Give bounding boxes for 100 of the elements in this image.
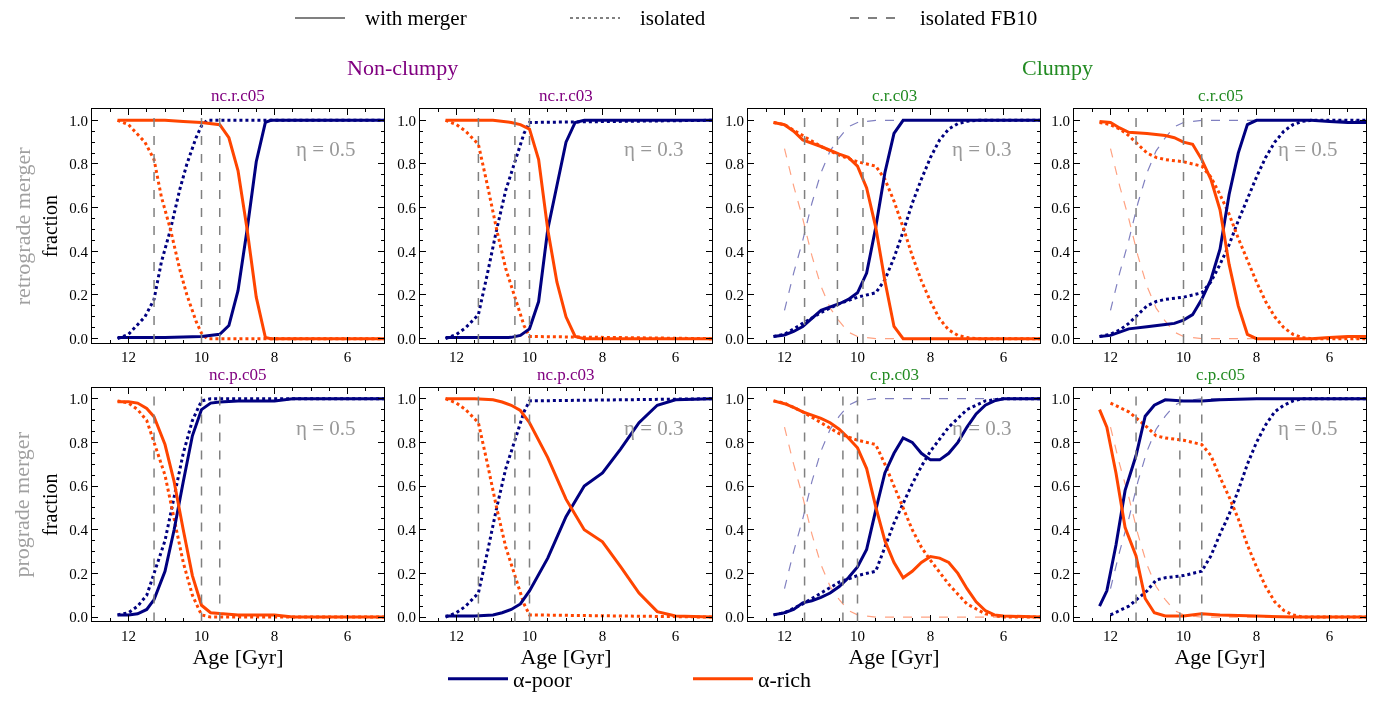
y-tick-label: 0.2 bbox=[1051, 565, 1070, 582]
annotation: η = 0.5 bbox=[296, 416, 356, 440]
y-tick-label: 0.4 bbox=[397, 243, 417, 260]
y-tick-label: 0.8 bbox=[69, 156, 88, 173]
x-axis-title: Age [Gyr] bbox=[520, 643, 612, 669]
y-tick-label: 0.4 bbox=[397, 521, 417, 538]
x-tick-label: 8 bbox=[270, 627, 279, 644]
y-tick-label: 0.8 bbox=[725, 434, 744, 451]
y-tick-label: 0.0 bbox=[69, 330, 88, 347]
y-axis-title: fraction bbox=[38, 195, 61, 258]
y-tick-label: 0.6 bbox=[1051, 199, 1071, 216]
x-tick-label: 10 bbox=[194, 349, 209, 366]
x-tick-label: 12 bbox=[1103, 349, 1118, 366]
annotation: η = 0.5 bbox=[296, 137, 356, 161]
x-tick-label: 12 bbox=[449, 349, 464, 366]
x-tick-label: 6 bbox=[1325, 349, 1334, 366]
y-tick-label: 1.0 bbox=[1051, 112, 1070, 129]
y-tick-label: 0.4 bbox=[69, 243, 89, 260]
y-tick-label: 1.0 bbox=[397, 390, 416, 407]
chart-title: c.p.c03 bbox=[870, 365, 920, 384]
x-tick-label: 12 bbox=[1103, 627, 1118, 644]
y-tick-label: 0.2 bbox=[397, 565, 416, 582]
y-tick-label: 0.4 bbox=[725, 521, 745, 538]
y-tick-label: 0.0 bbox=[69, 609, 88, 626]
x-tick-label: 12 bbox=[449, 627, 464, 644]
y-tick-label: 0.8 bbox=[397, 156, 416, 173]
y-tick-label: 0.4 bbox=[1051, 521, 1071, 538]
annotation: η = 0.5 bbox=[1278, 137, 1338, 161]
x-tick-label: 12 bbox=[777, 349, 792, 366]
annotation: η = 0.5 bbox=[1278, 416, 1338, 440]
x-tick-label: 8 bbox=[926, 627, 935, 644]
y-tick-label: 0.6 bbox=[1051, 478, 1071, 495]
chart-title: c.p.c05 bbox=[1196, 365, 1246, 384]
y-tick-label: 1.0 bbox=[725, 112, 744, 129]
text: Non-clumpy bbox=[347, 55, 459, 80]
chart-title: nc.p.c05 bbox=[209, 365, 267, 384]
y-tick-label: 0.8 bbox=[69, 434, 88, 451]
y-tick-label: 0.2 bbox=[1051, 287, 1070, 304]
legend-label: α-rich bbox=[758, 667, 812, 693]
x-tick-label: 10 bbox=[194, 627, 209, 644]
x-tick-label: 8 bbox=[598, 349, 607, 366]
y-tick-label: 0.4 bbox=[1051, 243, 1071, 260]
x-tick-label: 6 bbox=[1325, 627, 1334, 644]
x-tick-label: 6 bbox=[671, 627, 680, 644]
y-tick-label: 0.6 bbox=[397, 199, 417, 216]
text: prograde merger bbox=[9, 431, 35, 578]
y-tick-label: 0.8 bbox=[725, 156, 744, 173]
y-tick-label: 0.0 bbox=[1051, 330, 1070, 347]
x-tick-label: 10 bbox=[1176, 349, 1191, 366]
x-tick-label: 12 bbox=[777, 627, 792, 644]
chart-title: c.r.c05 bbox=[1198, 86, 1244, 105]
x-tick-label: 12 bbox=[121, 349, 136, 366]
y-tick-label: 0.2 bbox=[397, 287, 416, 304]
x-tick-label: 8 bbox=[1252, 627, 1261, 644]
chart-title: nc.r.c05 bbox=[211, 86, 265, 105]
y-tick-label: 1.0 bbox=[69, 390, 88, 407]
x-tick-label: 6 bbox=[343, 349, 352, 366]
y-tick-label: 0.0 bbox=[397, 330, 416, 347]
y-tick-label: 0.2 bbox=[69, 565, 88, 582]
y-tick-label: 0.6 bbox=[725, 199, 745, 216]
chart-title: nc.r.c03 bbox=[539, 86, 593, 105]
x-axis-title: Age [Gyr] bbox=[848, 643, 940, 669]
y-tick-label: 0.6 bbox=[397, 478, 417, 495]
text: retrograde merger bbox=[9, 146, 35, 306]
y-tick-label: 0.6 bbox=[725, 478, 745, 495]
x-tick-label: 8 bbox=[270, 349, 279, 366]
y-tick-label: 0.0 bbox=[725, 609, 744, 626]
x-tick-label: 10 bbox=[522, 627, 537, 644]
y-tick-label: 1.0 bbox=[1051, 390, 1070, 407]
y-tick-label: 0.2 bbox=[725, 565, 744, 582]
y-tick-label: 0.0 bbox=[397, 609, 416, 626]
y-tick-label: 1.0 bbox=[69, 112, 88, 129]
y-tick-label: 0.8 bbox=[1051, 156, 1070, 173]
annotation: η = 0.3 bbox=[624, 416, 684, 440]
chart-title: c.r.c03 bbox=[872, 86, 918, 105]
x-tick-label: 6 bbox=[671, 349, 680, 366]
y-tick-label: 0.2 bbox=[69, 287, 88, 304]
y-tick-label: 1.0 bbox=[397, 112, 416, 129]
x-tick-label: 8 bbox=[1252, 349, 1261, 366]
text: isolated bbox=[640, 6, 706, 30]
text: isolated FB10 bbox=[920, 6, 1038, 30]
x-tick-label: 8 bbox=[598, 627, 607, 644]
annotation: η = 0.3 bbox=[952, 416, 1012, 440]
text: Clumpy bbox=[1022, 55, 1093, 80]
y-tick-label: 0.0 bbox=[725, 330, 744, 347]
y-tick-label: 0.8 bbox=[1051, 434, 1070, 451]
annotation: η = 0.3 bbox=[952, 137, 1012, 161]
x-tick-label: 10 bbox=[850, 627, 865, 644]
x-tick-label: 6 bbox=[999, 627, 1008, 644]
x-tick-label: 8 bbox=[926, 349, 935, 366]
y-tick-label: 0.6 bbox=[69, 199, 89, 216]
text: with merger bbox=[365, 6, 467, 30]
y-tick-label: 0.4 bbox=[725, 243, 745, 260]
x-tick-label: 6 bbox=[999, 349, 1008, 366]
x-axis-title: Age [Gyr] bbox=[192, 643, 284, 669]
y-tick-label: 1.0 bbox=[725, 390, 744, 407]
y-axis-title: fraction bbox=[38, 473, 61, 536]
x-tick-label: 10 bbox=[850, 349, 865, 366]
y-tick-label: 0.6 bbox=[69, 478, 89, 495]
x-axis-title: Age [Gyr] bbox=[1174, 643, 1266, 669]
